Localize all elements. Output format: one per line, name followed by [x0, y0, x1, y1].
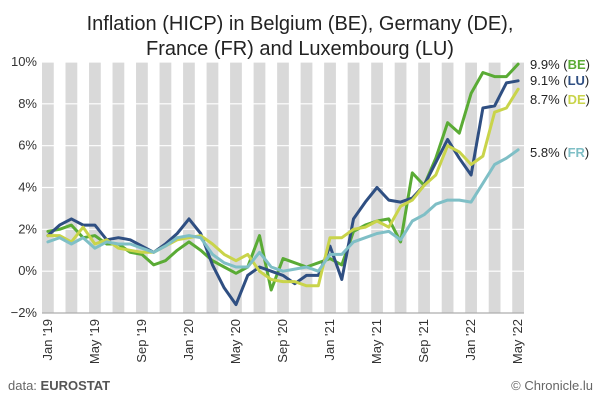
x-tick-label: Jan '20 [181, 319, 196, 361]
x-tick-label: Jan '22 [463, 319, 478, 361]
x-tick-label: May '21 [369, 319, 384, 364]
credit: © Chronicle.lu [511, 378, 593, 393]
y-tick-label: −2% [11, 305, 38, 320]
x-tick-label: May '22 [510, 319, 525, 364]
x-tick-label: Jan '19 [40, 319, 55, 361]
series-lines [46, 62, 520, 307]
chart-title-line-1: Inflation (HICP) in Belgium (BE), German… [87, 13, 514, 35]
end-label-be: 9.9% (BE) [530, 57, 590, 72]
y-tick-label: 8% [18, 96, 37, 111]
series-line-fr [46, 148, 520, 273]
y-tick-label: 6% [18, 138, 37, 153]
series-line-de [46, 87, 520, 288]
x-tick-label: Sep '20 [275, 319, 290, 363]
source-name: EUROSTAT [41, 378, 111, 393]
y-axis-ticks: −2% 0% 2% 4% 6% 8% 10% [11, 54, 38, 320]
series-line-lu [46, 79, 520, 307]
x-tick-label: Sep '21 [416, 319, 431, 363]
end-labels: 9.9% (BE)9.1% (LU) 8.7% (DE) 5.8% (FR) [530, 57, 590, 160]
y-tick-label: 0% [18, 263, 37, 278]
end-label-de: 8.7% (DE) [530, 92, 590, 107]
x-tick-label: May '20 [228, 319, 243, 364]
y-tick-label: 10% [11, 54, 37, 69]
y-tick-label: 4% [18, 180, 37, 195]
x-tick-label: Sep '19 [134, 319, 149, 363]
chart-title-line-2: France (FR) and Luxembourg (LU) [146, 38, 454, 60]
source-prefix: data: [8, 378, 41, 393]
source-note: data: EUROSTAT [8, 378, 110, 393]
x-tick-label: Jan '21 [322, 319, 337, 361]
y-tick-label: 2% [18, 221, 37, 236]
x-axis-ticks: Jan '19 May '19 Sep '19 Jan '20 May '20 Sep '… [40, 319, 525, 364]
x-tick-label: May '19 [87, 319, 102, 364]
end-label-lu: 9.1% (LU) [530, 73, 589, 88]
end-label-fr: 5.8% (FR) [530, 145, 589, 160]
